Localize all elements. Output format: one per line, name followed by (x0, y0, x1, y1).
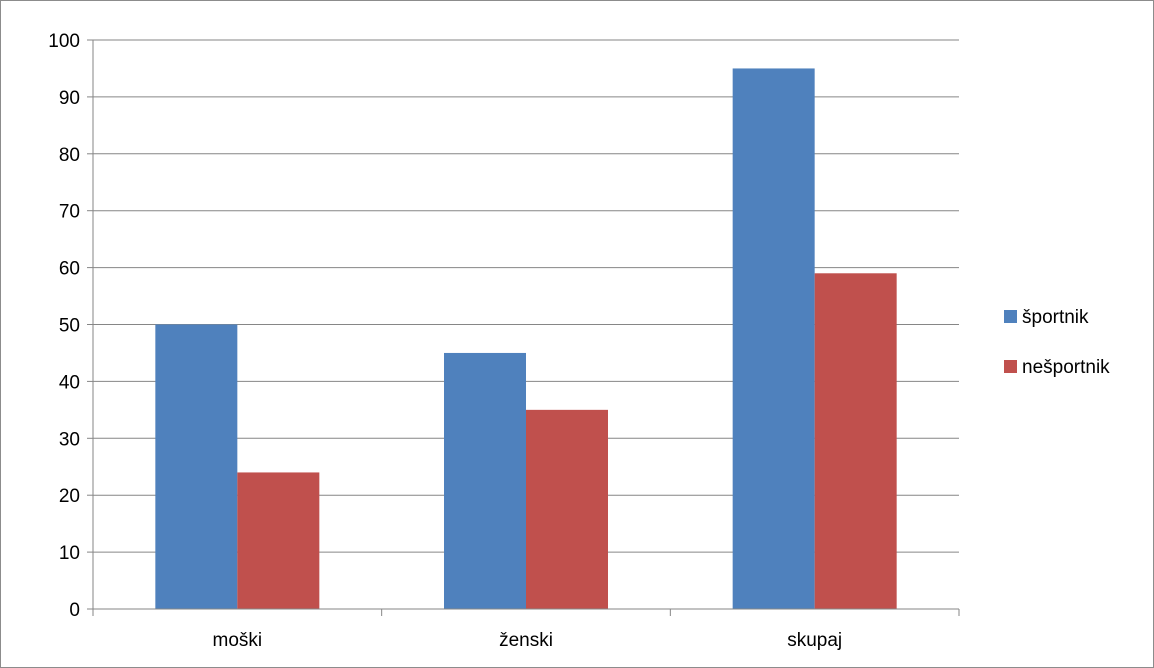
x-tick-labels: moški ženski skupaj (92, 609, 960, 651)
bar-sportnik (444, 352, 526, 609)
bar-sportnik (155, 324, 238, 609)
bars (155, 68, 897, 609)
y-tick-label: 10 (59, 543, 80, 564)
y-tick-label: 80 (59, 145, 80, 166)
y-tick-label: 50 (59, 316, 80, 337)
bar-nesportnik (814, 273, 897, 609)
y-tick-label: 20 (59, 486, 80, 507)
legend-label: nešportnik (1022, 357, 1110, 378)
y-tick-labels: 0 10 20 30 40 50 60 70 80 90 100 (48, 31, 93, 621)
y-tick-label: 90 (59, 88, 80, 109)
x-tick-label: ženski (499, 630, 553, 651)
bar-nesportnik (526, 409, 608, 609)
legend-label: športnik (1022, 307, 1089, 328)
y-tick-label: 30 (59, 429, 80, 450)
x-tick-label: moški (213, 630, 263, 651)
legend: športnik nešportnik (1004, 307, 1110, 378)
x-tick-label: skupaj (787, 630, 842, 651)
bar-sportnik (732, 68, 815, 609)
y-tick-label: 0 (69, 600, 80, 621)
legend-swatch (1004, 310, 1017, 323)
y-tick-label: 70 (59, 202, 80, 223)
y-tick-label: 60 (59, 259, 80, 280)
bar-nesportnik (237, 472, 320, 609)
legend-swatch (1004, 360, 1017, 373)
y-tick-label: 100 (48, 31, 80, 52)
y-tick-label: 40 (59, 372, 80, 393)
